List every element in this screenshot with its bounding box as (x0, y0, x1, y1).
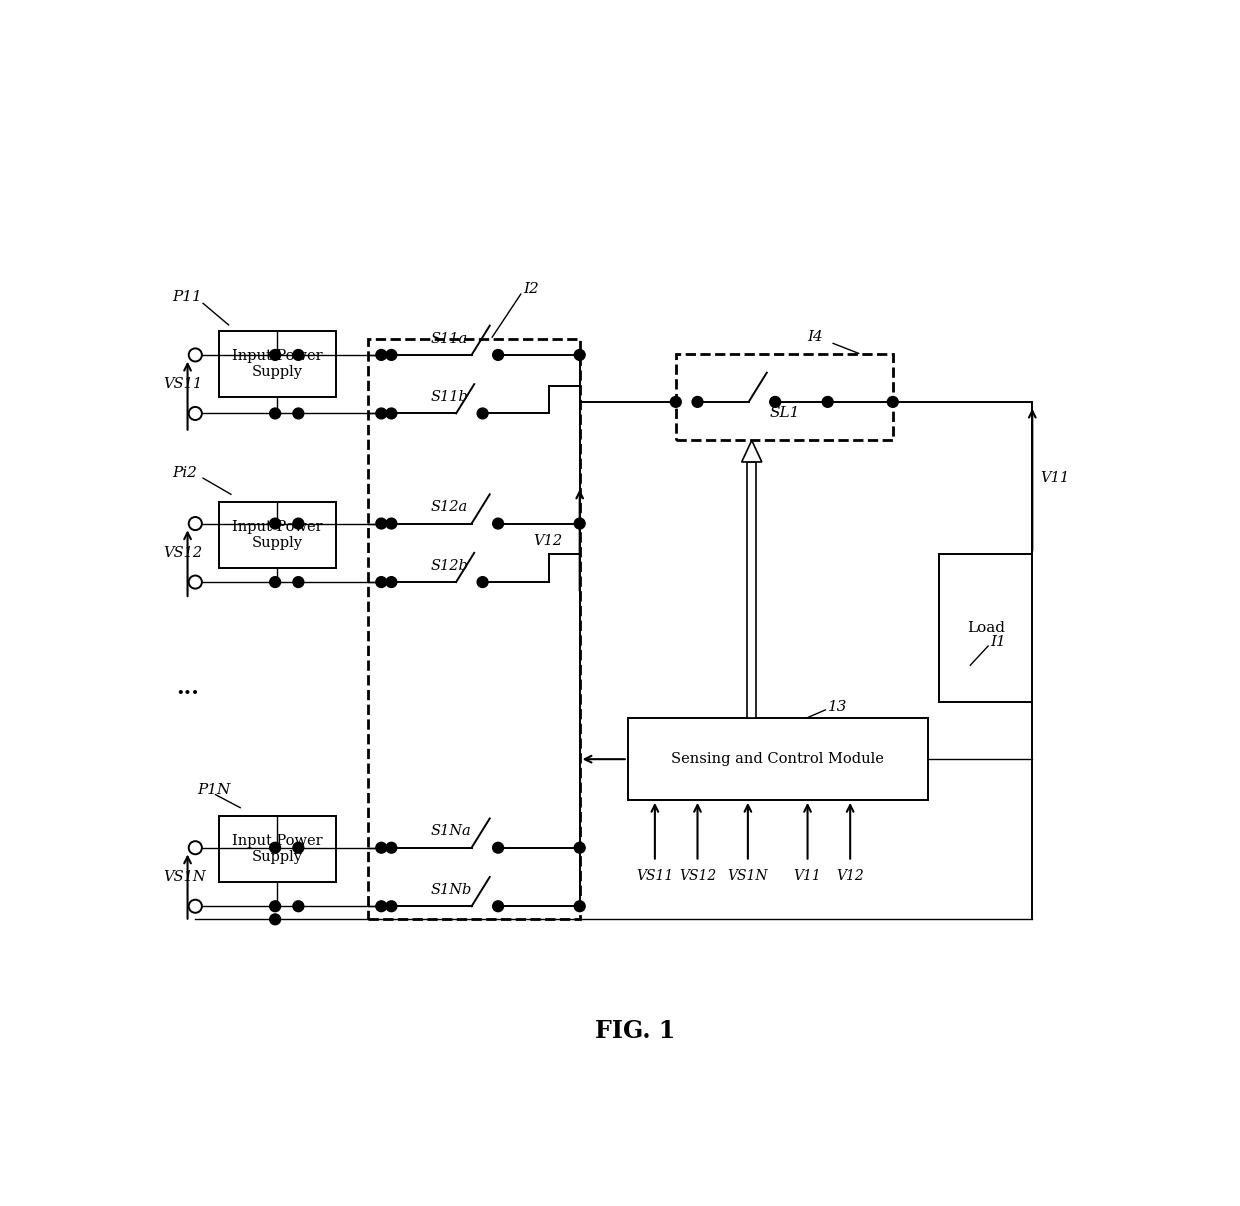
Circle shape (822, 397, 833, 408)
Text: I4: I4 (807, 330, 823, 344)
Text: V11: V11 (794, 870, 821, 883)
Circle shape (492, 519, 503, 529)
Circle shape (293, 576, 304, 587)
Circle shape (574, 350, 585, 361)
Circle shape (492, 350, 503, 361)
Text: S1Nb: S1Nb (430, 883, 471, 897)
Circle shape (270, 842, 280, 853)
Circle shape (270, 350, 280, 361)
Circle shape (477, 576, 489, 587)
Text: I2: I2 (523, 282, 539, 297)
Circle shape (492, 901, 503, 912)
Circle shape (671, 397, 681, 408)
Circle shape (376, 901, 387, 912)
Circle shape (188, 349, 202, 362)
Circle shape (293, 408, 304, 418)
Circle shape (188, 517, 202, 531)
Bar (218, 502, 336, 568)
Circle shape (386, 519, 397, 529)
Text: VS1N: VS1N (728, 870, 768, 883)
Bar (218, 816, 336, 883)
Circle shape (492, 842, 503, 853)
Circle shape (188, 406, 202, 420)
Text: Pi2: Pi2 (172, 466, 197, 480)
Bar (676, 355, 893, 440)
Circle shape (574, 901, 585, 912)
Text: S1Na: S1Na (430, 825, 471, 838)
Text: Input Power
Supply: Input Power Supply (232, 520, 322, 550)
Circle shape (386, 408, 397, 418)
Text: FIG. 1: FIG. 1 (595, 1019, 676, 1043)
Bar (940, 554, 1032, 702)
Text: VS12: VS12 (678, 870, 717, 883)
Circle shape (386, 350, 397, 361)
Circle shape (270, 519, 280, 529)
Text: S11b: S11b (430, 391, 467, 404)
Text: P11: P11 (172, 291, 202, 304)
Text: S12a: S12a (430, 500, 467, 514)
Text: Load: Load (967, 621, 1004, 636)
Circle shape (770, 397, 781, 408)
Circle shape (270, 914, 280, 925)
Text: I1: I1 (991, 636, 1006, 649)
Bar (748, 462, 756, 718)
Circle shape (574, 519, 585, 529)
Text: VS11: VS11 (636, 870, 673, 883)
Circle shape (376, 519, 387, 529)
Circle shape (270, 576, 280, 587)
Text: V12: V12 (533, 534, 562, 549)
Circle shape (477, 408, 489, 418)
Circle shape (692, 397, 703, 408)
Circle shape (188, 900, 202, 913)
Circle shape (376, 350, 387, 361)
Text: Input Power
Supply: Input Power Supply (232, 835, 322, 865)
Circle shape (188, 842, 202, 854)
Polygon shape (742, 440, 761, 462)
Circle shape (574, 842, 585, 853)
Circle shape (293, 901, 304, 912)
Circle shape (293, 842, 304, 853)
Text: Input Power
Supply: Input Power Supply (232, 349, 322, 379)
Text: S11a: S11a (430, 332, 467, 346)
Text: ...: ... (176, 678, 198, 699)
Circle shape (386, 576, 397, 587)
Circle shape (270, 408, 280, 418)
Circle shape (386, 842, 397, 853)
Text: VS1N: VS1N (162, 870, 206, 884)
Text: 13: 13 (828, 699, 847, 714)
Circle shape (270, 901, 280, 912)
Bar (218, 332, 336, 397)
Text: P1N: P1N (197, 783, 231, 797)
Text: SL1: SL1 (769, 405, 800, 420)
Text: Sensing and Control Module: Sensing and Control Module (671, 753, 884, 766)
Circle shape (376, 842, 387, 853)
Circle shape (293, 519, 304, 529)
Bar (627, 718, 928, 800)
Text: VS11: VS11 (162, 377, 202, 391)
Circle shape (188, 575, 202, 589)
Circle shape (888, 397, 898, 408)
Circle shape (376, 576, 387, 587)
Circle shape (376, 408, 387, 418)
Text: V11: V11 (1040, 470, 1069, 485)
Circle shape (386, 901, 397, 912)
Circle shape (293, 350, 304, 361)
Text: VS12: VS12 (162, 546, 202, 560)
Text: V12: V12 (836, 870, 864, 883)
Bar (368, 339, 580, 919)
Text: S12b: S12b (430, 558, 467, 573)
